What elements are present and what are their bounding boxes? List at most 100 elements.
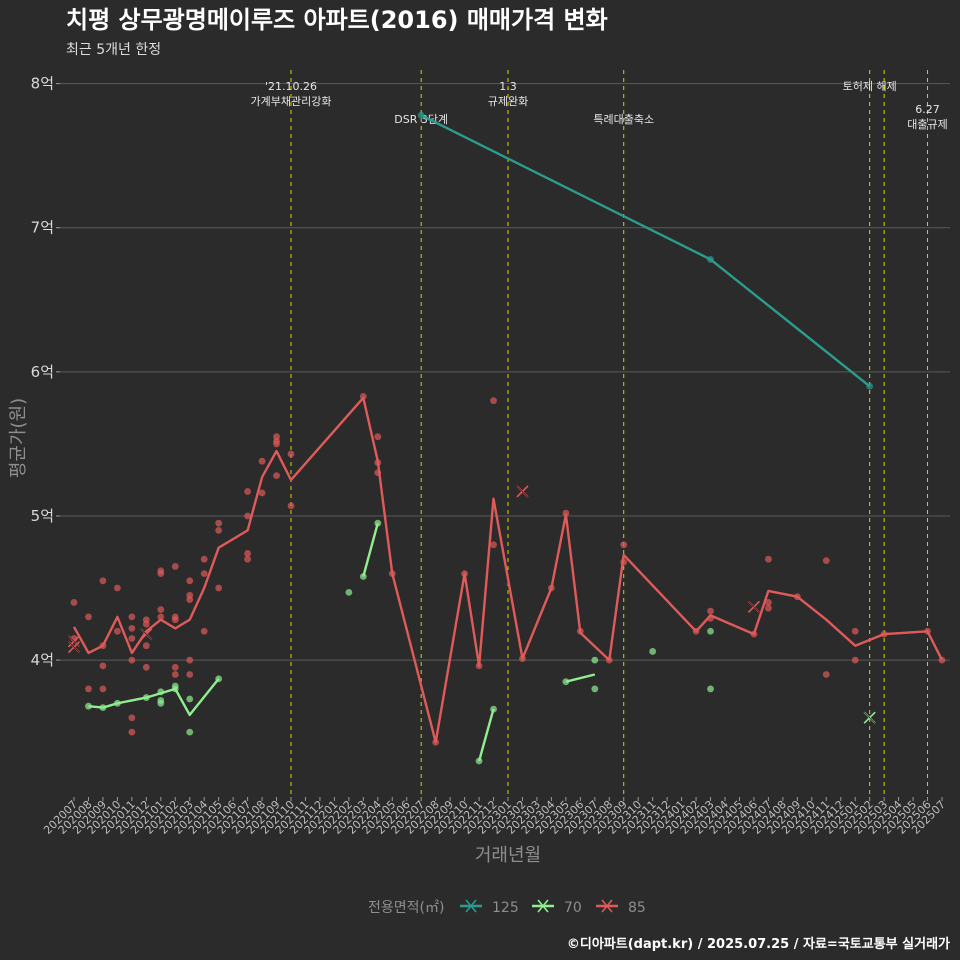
data-point-85 xyxy=(171,671,179,678)
data-point-85 xyxy=(200,570,208,578)
series-line-70 xyxy=(565,673,596,683)
series-line-85 xyxy=(72,396,944,744)
data-point-85 xyxy=(99,642,107,650)
data-point-85 xyxy=(374,459,382,467)
data-point-70 xyxy=(345,588,353,596)
data-point-85 xyxy=(620,558,628,566)
data-point-85 xyxy=(157,606,165,614)
cancelled-stroke-inner xyxy=(748,601,760,613)
cancelled-stroke-inner xyxy=(863,712,876,724)
data-point-85 xyxy=(215,526,223,534)
series-line-70 xyxy=(362,522,379,577)
legend-swatch-x xyxy=(537,899,549,913)
data-point-85 xyxy=(374,433,382,441)
series-line-70 xyxy=(477,708,495,762)
data-point-125 xyxy=(866,382,874,390)
data-point-85 xyxy=(171,616,179,624)
data-point-85 xyxy=(822,671,830,678)
series-points xyxy=(67,111,946,765)
data-point-85 xyxy=(562,509,570,517)
cancelled-marker-85 xyxy=(67,641,81,654)
legend-item-125: 125 xyxy=(460,899,519,916)
data-point-85 xyxy=(707,614,714,622)
y-axis-ticks: 4억 5억 6억 7억 8억 xyxy=(31,75,60,669)
data-point-70 xyxy=(490,705,497,713)
data-point-70 xyxy=(142,694,150,701)
data-point-85 xyxy=(186,671,194,678)
data-point-70 xyxy=(475,757,483,765)
data-point-85 xyxy=(99,662,107,670)
data-point-85 xyxy=(359,392,367,400)
data-point-70 xyxy=(186,728,194,736)
data-point-85 xyxy=(70,599,78,606)
y-axis-title: 평균가(원) xyxy=(8,398,29,478)
data-point-70 xyxy=(171,682,179,690)
data-point-85 xyxy=(765,604,772,612)
data-point-125 xyxy=(417,111,425,119)
data-point-85 xyxy=(490,541,497,549)
legend-swatch-x xyxy=(601,899,613,913)
data-point-85 xyxy=(765,555,772,563)
legend-label: 70 xyxy=(564,900,582,916)
data-point-85 xyxy=(605,656,613,664)
data-point-85 xyxy=(244,550,252,557)
data-point-85 xyxy=(620,541,628,549)
data-point-70 xyxy=(562,678,570,686)
data-point-70 xyxy=(591,685,599,693)
legend-swatch-x xyxy=(465,899,477,913)
legend-label: 125 xyxy=(492,900,519,916)
data-point-85 xyxy=(851,656,859,664)
cancelled-marker-85 xyxy=(140,628,153,641)
data-point-70 xyxy=(186,695,194,703)
cancelled-stroke-inner xyxy=(516,485,529,498)
data-point-85 xyxy=(287,450,295,458)
data-point-85 xyxy=(374,469,382,477)
x-axis-title: 거래년월 xyxy=(475,845,541,866)
data-point-85 xyxy=(475,662,483,670)
data-point-85 xyxy=(200,555,208,563)
data-point-85 xyxy=(142,663,150,671)
policy-marker-label: 6.27 xyxy=(915,103,940,116)
cancelled-marker-85 xyxy=(747,600,760,613)
legend: 전용면적(㎡) 125 70 85 xyxy=(368,899,646,916)
data-point-85 xyxy=(157,613,165,621)
data-point-85 xyxy=(793,593,801,601)
data-point-85 xyxy=(215,584,223,592)
series-line-125 xyxy=(420,114,871,388)
data-point-85 xyxy=(99,685,107,693)
data-point-85 xyxy=(244,555,252,563)
data-point-85 xyxy=(200,627,208,635)
data-point-70 xyxy=(215,675,223,683)
policy-marker-label: 가계부채관리강화 xyxy=(251,95,332,108)
data-point-85 xyxy=(128,635,136,642)
data-point-85 xyxy=(258,489,266,497)
chart-title: 치평 상무광명메이루즈 아파트(2016) 매매가격 변화 xyxy=(66,6,608,34)
data-point-85 xyxy=(851,627,859,635)
data-point-85 xyxy=(244,512,252,520)
cancelled-stroke-inner xyxy=(68,641,80,653)
data-point-85 xyxy=(432,738,440,746)
data-point-85 xyxy=(186,577,194,585)
legend-item-70: 70 xyxy=(532,899,582,916)
data-point-85 xyxy=(388,570,396,578)
policy-marker-label: 토허제 해제 xyxy=(843,79,897,93)
data-point-85 xyxy=(128,613,136,621)
data-point-85 xyxy=(576,627,584,635)
data-point-125 xyxy=(707,256,714,263)
data-point-85 xyxy=(461,570,468,578)
data-point-85 xyxy=(490,397,497,405)
data-point-85 xyxy=(924,627,931,635)
data-point-70 xyxy=(157,697,165,704)
data-point-70 xyxy=(114,699,121,707)
data-point-70 xyxy=(85,702,92,710)
data-point-85 xyxy=(114,627,121,635)
legend-label: 85 xyxy=(628,900,646,916)
policy-marker-label: 규제완화 xyxy=(488,95,528,108)
data-point-85 xyxy=(128,656,136,664)
policy-marker-label: 특례대출축소 xyxy=(593,113,654,126)
y-tick-label: 4억 xyxy=(31,651,54,669)
data-point-85 xyxy=(186,596,194,603)
y-tick-label: 6억 xyxy=(31,363,54,381)
data-point-70 xyxy=(707,685,714,693)
